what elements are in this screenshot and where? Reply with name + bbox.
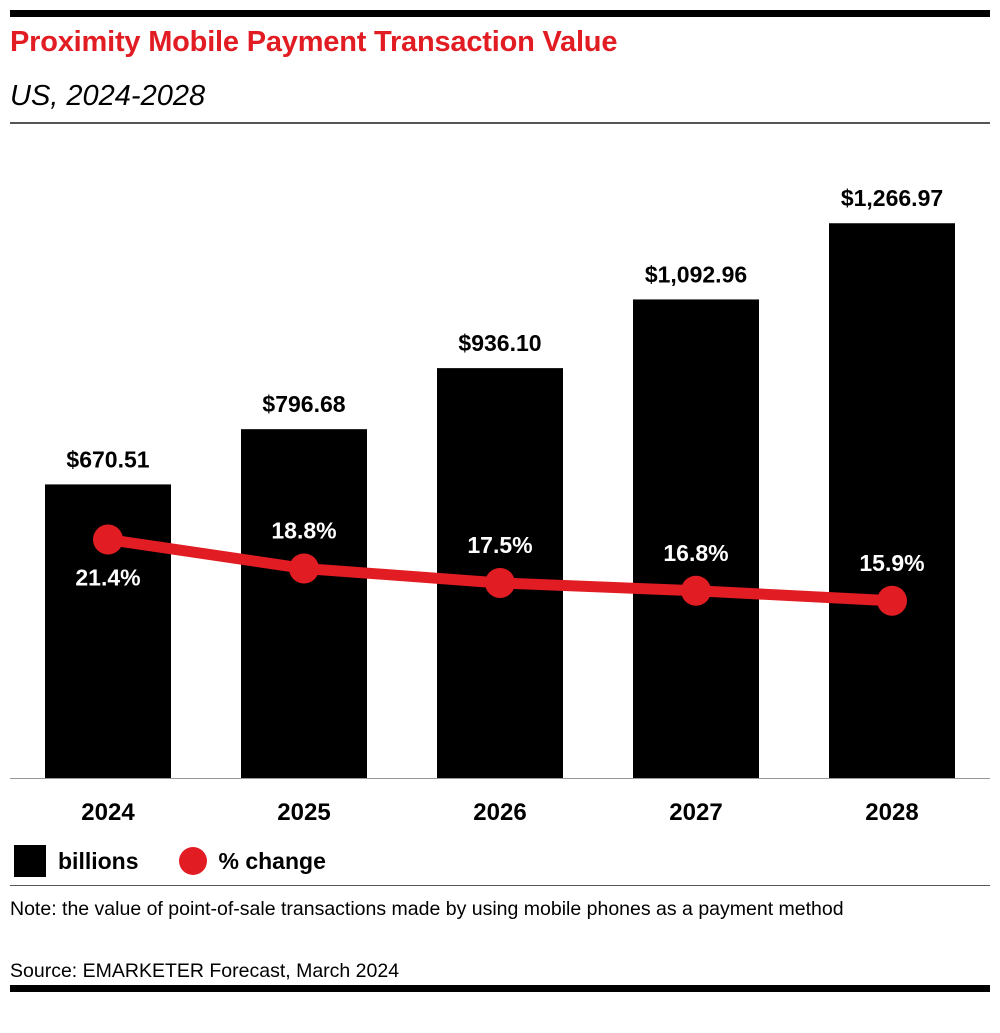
source-line: Source: EMARKETER Forecast, March 2024 [10, 960, 400, 982]
legend-swatch-dot [178, 847, 207, 875]
bottom-rule [10, 985, 990, 992]
legend-label-change: % change [218, 847, 326, 874]
bar-line-chart: $670.51 2024 $796.68 2025 $936.10 2026 $1,092.… [10, 185, 990, 826]
line-value-label-2027: 16.8% [663, 540, 728, 566]
bar-value-label-2028: $1,266.97 [841, 185, 943, 211]
chart-subtitle: US, 2024-2028 [10, 80, 206, 112]
legend: billions % change [14, 845, 366, 877]
line-value-label-2024: 21.4% [75, 564, 140, 590]
legend-rule [10, 885, 990, 886]
line-point-2025 [289, 553, 319, 584]
line-point-2028 [877, 585, 907, 616]
x-tick-label-2028: 2028 [865, 799, 918, 826]
chart-title: Proximity Mobile Payment Transaction Val… [10, 26, 618, 58]
bar-value-label-2027: $1,092.96 [645, 261, 747, 287]
legend-swatch-bar [14, 845, 46, 877]
line-value-label-2025: 18.8% [271, 517, 336, 543]
x-tick-label-2027: 2027 [669, 799, 722, 826]
bar-value-label-2024: $670.51 [66, 446, 149, 472]
line-value-label-2028: 15.9% [859, 550, 924, 576]
line-point-2024 [93, 524, 123, 555]
line-point-2027 [681, 575, 711, 606]
x-tick-label-2025: 2025 [277, 799, 330, 826]
line-value-label-2026: 17.5% [467, 532, 532, 558]
bar-2028 [829, 223, 955, 778]
legend-item-change: % change [178, 847, 326, 875]
bar-value-label-2026: $936.10 [458, 330, 541, 356]
legend-label-billions: billions [58, 847, 139, 874]
bar-value-label-2025: $796.68 [262, 391, 345, 417]
subtitle-rule [10, 122, 990, 124]
bar-2027 [633, 299, 759, 778]
bar-2025 [241, 429, 367, 778]
x-tick-label-2024: 2024 [81, 799, 135, 826]
line-point-2026 [485, 567, 515, 598]
top-rule [10, 10, 990, 17]
x-tick-label-2026: 2026 [473, 799, 526, 826]
footnote: Note: the value of point-of-sale transac… [10, 898, 844, 920]
legend-item-billions: billions [14, 845, 139, 877]
